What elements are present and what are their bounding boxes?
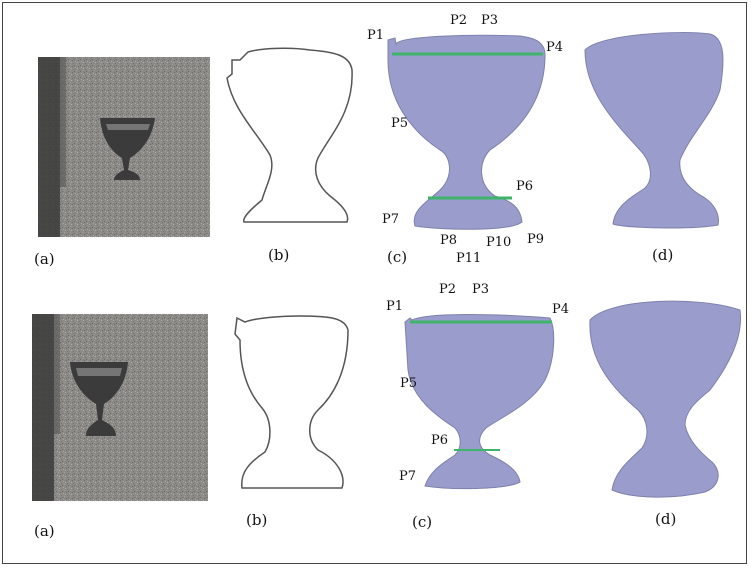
- row1-point-p9: P9: [527, 232, 544, 247]
- row1-label-c: (c): [387, 248, 407, 266]
- row1-point-p4: P4: [546, 40, 563, 55]
- row1-point-p2: P2: [450, 13, 467, 28]
- row2-point-p2: P2: [439, 282, 456, 297]
- row1-point-p10: P10: [486, 235, 511, 250]
- row1-silhouette-d: [584, 32, 724, 229]
- row2-label-b: (b): [246, 511, 267, 529]
- row2-label-a: (a): [34, 522, 55, 540]
- row1-label-a: (a): [34, 250, 55, 268]
- row2-outline: [234, 315, 349, 489]
- row2-point-p3: P3: [472, 282, 489, 297]
- row2-point-p7: P7: [399, 469, 416, 484]
- row1-point-p8: P8: [440, 233, 457, 248]
- row2-label-c: (c): [412, 513, 432, 531]
- row1-silhouette-c: [387, 34, 546, 230]
- row2-silhouette-d: [589, 300, 742, 498]
- row1-photo: [38, 57, 210, 237]
- row2-label-d: (d): [655, 510, 676, 528]
- row2-photo: [32, 314, 208, 501]
- row1-outline: [226, 47, 353, 223]
- row1-point-p3: P3: [481, 13, 498, 28]
- row2-silhouette-c: [404, 314, 555, 490]
- row1-label-b: (b): [268, 246, 289, 264]
- row2-point-p1: P1: [386, 299, 403, 314]
- row1-point-p5: P5: [391, 116, 408, 131]
- row2-point-p4: P4: [552, 302, 569, 317]
- row1-point-p7: P7: [382, 212, 399, 227]
- row2-point-p6: P6: [431, 433, 448, 448]
- row1-point-p1: P1: [367, 28, 384, 43]
- row2-point-p5: P5: [400, 376, 417, 391]
- row1-point-p11: P11: [456, 251, 481, 266]
- row1-point-p6: P6: [516, 179, 533, 194]
- row1-label-d: (d): [652, 246, 673, 264]
